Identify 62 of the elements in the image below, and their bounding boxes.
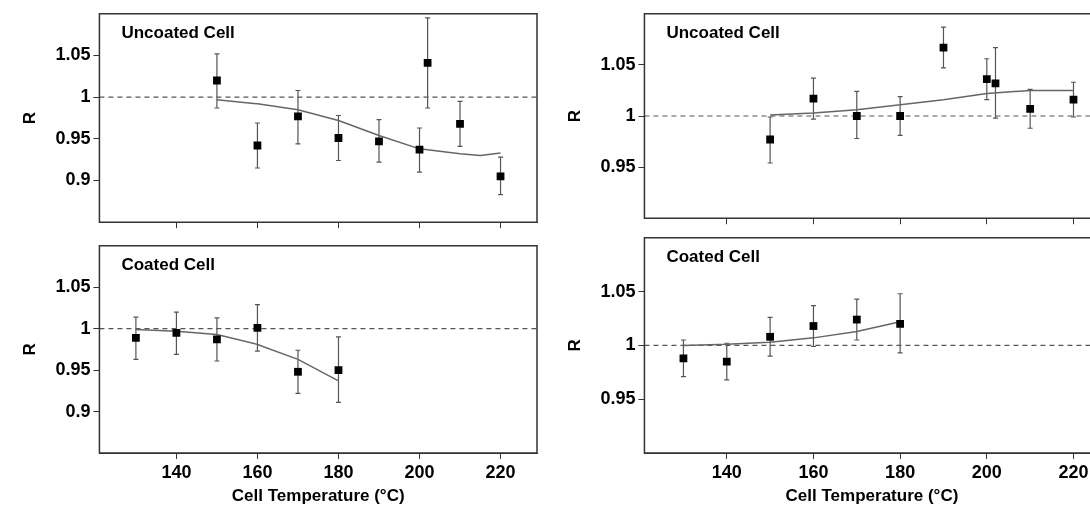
point xyxy=(766,332,775,341)
point xyxy=(496,172,505,181)
x-tick-label: 180 xyxy=(885,461,916,482)
y-tick-label: 1 xyxy=(80,317,91,338)
point xyxy=(334,366,343,375)
y-axis-title: R xyxy=(564,339,584,352)
point xyxy=(213,76,221,85)
text: Uncoated Cell xyxy=(666,22,780,42)
text: Coated Cell xyxy=(666,246,760,266)
point xyxy=(172,328,181,337)
point xyxy=(766,135,775,144)
y-tick-label: 1.05 xyxy=(600,53,636,74)
y-tick-label: 1 xyxy=(625,334,636,355)
point xyxy=(213,335,221,344)
y-tick-label: 0.95 xyxy=(600,388,636,409)
point xyxy=(253,323,262,332)
x-tick-label: 220 xyxy=(485,461,516,482)
point xyxy=(679,354,688,363)
point xyxy=(294,367,302,376)
x-tick-label: 180 xyxy=(323,461,354,482)
y-tick-label: 0.95 xyxy=(55,127,91,148)
y-tick-label: 0.95 xyxy=(55,359,91,380)
point xyxy=(809,94,818,103)
point xyxy=(722,357,731,366)
y-axis-title: R xyxy=(19,343,39,356)
x-tick-label: 140 xyxy=(711,461,742,482)
x-axis-title: Cell Temperature (°C) xyxy=(785,486,959,506)
x-tick-label: 160 xyxy=(242,461,273,482)
point xyxy=(415,145,424,154)
x-tick-label: 160 xyxy=(798,461,829,482)
point xyxy=(1026,104,1035,113)
point xyxy=(456,119,464,128)
x-axis-title: Cell Temperature (°C) xyxy=(231,486,405,506)
point xyxy=(852,315,861,324)
point xyxy=(375,137,383,146)
y-tick-label: 1.05 xyxy=(600,280,636,301)
point xyxy=(132,333,140,342)
point xyxy=(334,134,343,142)
y-tick-label: 0.9 xyxy=(65,400,91,421)
y-tick-label: 0.9 xyxy=(65,169,91,190)
point xyxy=(991,79,1000,88)
point xyxy=(896,319,905,328)
x-tick-label: 140 xyxy=(161,461,192,482)
y-tick-label: 1.05 xyxy=(55,44,91,65)
y-tick-label: 0.95 xyxy=(600,156,636,177)
y-tick-label: 1 xyxy=(80,86,91,107)
y-axis-title: R xyxy=(19,111,39,125)
point xyxy=(982,75,991,84)
point xyxy=(852,112,861,120)
point xyxy=(896,112,905,120)
x-tick-label: 220 xyxy=(1058,461,1089,482)
point xyxy=(294,112,302,121)
y-tick-label: 1.05 xyxy=(55,276,91,297)
y-axis-title: R xyxy=(564,109,584,123)
point xyxy=(1069,95,1078,104)
y-tick-label: 1 xyxy=(625,104,636,125)
x-tick-label: 200 xyxy=(971,461,1002,482)
point xyxy=(423,59,432,67)
text: Coated Cell xyxy=(121,254,215,274)
x-tick-label: 200 xyxy=(404,461,435,482)
text: Uncoated Cell xyxy=(121,22,235,42)
point xyxy=(809,322,818,330)
